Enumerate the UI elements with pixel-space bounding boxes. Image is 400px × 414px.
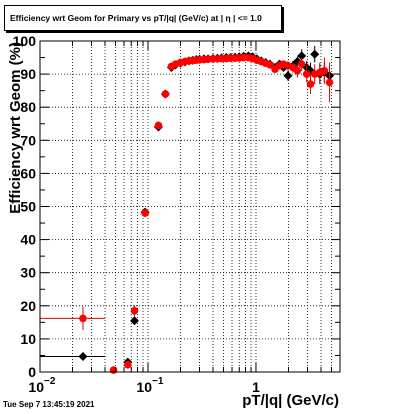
data-point-red (293, 66, 302, 75)
data-point-black (297, 51, 307, 61)
y-axis-label: Efficiency wrt Geom (%) (7, 42, 24, 214)
y-tick-label: 20 (20, 298, 36, 314)
data-point-red (266, 61, 274, 69)
x-tick-label: 10 (136, 379, 152, 395)
y-tick-label: 80 (20, 99, 36, 115)
data-point-red (109, 366, 118, 374)
y-tick-label: 70 (20, 132, 36, 148)
data-point-red (302, 70, 311, 78)
data-point-black (292, 57, 302, 67)
data-points (40, 45, 335, 374)
x-axis-label: pT/|q| (GeV/c) (242, 392, 339, 409)
data-point-black (310, 49, 320, 59)
x-tick-label: 10 (28, 379, 44, 395)
data-point-red (325, 78, 334, 87)
data-point-red (297, 60, 306, 68)
y-tick-label: 10 (20, 331, 36, 347)
data-point-red (154, 121, 163, 130)
data-point-red (141, 209, 149, 217)
y-tick-label: 40 (20, 232, 36, 248)
y-tick-label: 90 (20, 66, 36, 82)
data-point-red (130, 306, 139, 315)
y-tick-label: 50 (20, 199, 36, 215)
timestamp: Tue Sep 7 13:45:19 2021 (3, 400, 95, 409)
data-point-red (306, 80, 315, 88)
data-point-red (123, 360, 132, 369)
data-point-red (79, 314, 87, 323)
y-tick-label: 100 (13, 33, 37, 49)
x-tick-label: 1 (252, 379, 260, 395)
data-point-red (161, 90, 170, 98)
data-point-black (129, 316, 139, 326)
data-point-red (320, 66, 329, 75)
y-tick-label: 60 (20, 165, 36, 181)
chart-title: Efficiency wrt Geom for Primary vs pT/|q… (10, 13, 262, 23)
title-box: Efficiency wrt Geom for Primary vs pT/|q… (4, 5, 282, 31)
x-tick-exponent: −2 (44, 376, 56, 387)
y-tick-label: 30 (20, 265, 36, 281)
y-tick-label: 0 (28, 364, 36, 380)
data-point-black (283, 71, 293, 81)
data-point-black (78, 351, 88, 361)
grid (39, 41, 341, 372)
x-tick-exponent: −1 (152, 376, 164, 387)
